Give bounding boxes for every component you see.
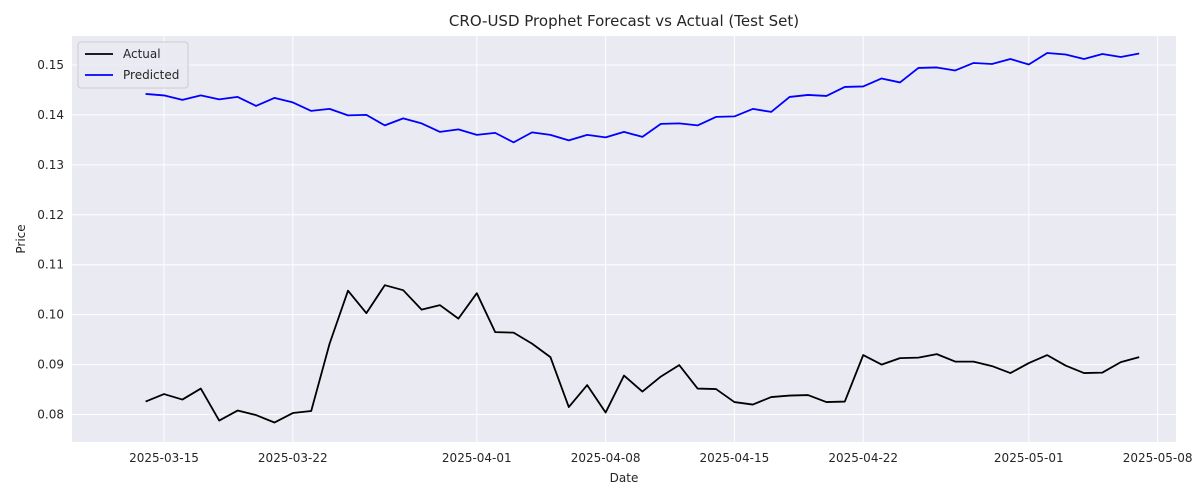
x-tick-label: 2025-04-01 — [442, 451, 512, 465]
y-tick-label: 0.11 — [37, 258, 64, 272]
x-tick-label: 2025-05-08 — [1123, 451, 1193, 465]
y-tick-label: 0.13 — [37, 158, 64, 172]
y-tick-label: 0.10 — [37, 308, 64, 322]
y-axis-label: Price — [14, 224, 28, 253]
x-tick-label: 2025-04-15 — [700, 451, 770, 465]
series-line-predicted — [145, 52, 1140, 144]
legend-label-actual: Actual — [123, 47, 161, 61]
x-axis-ticks: 2025-03-15 2025-03-22 2025-04-01 2025-04-08… — [129, 451, 1192, 465]
y-axis-ticks: 0.08 0.09 0.10 0.11 0.12 0.13 0.14 0.15 — [37, 58, 64, 422]
series-line-actual — [145, 284, 1140, 424]
y-tick-label: 0.12 — [37, 208, 64, 222]
x-axis-label: Date — [610, 471, 639, 485]
x-tick-label: 2025-04-22 — [828, 451, 898, 465]
legend: Actual Predicted — [77, 41, 189, 89]
series-layer — [145, 52, 1140, 424]
x-tick-label: 2025-03-15 — [129, 451, 199, 465]
legend-label-predicted: Predicted — [123, 68, 179, 82]
y-tick-label: 0.08 — [37, 408, 64, 422]
chart-title: CRO-USD Prophet Forecast vs Actual (Test… — [449, 12, 799, 30]
plot-background — [72, 36, 1176, 442]
x-tick-label: 2025-03-22 — [258, 451, 328, 465]
x-tick-label: 2025-04-08 — [571, 451, 641, 465]
y-tick-label: 0.09 — [37, 358, 64, 372]
x-tick-label: 2025-05-01 — [994, 451, 1064, 465]
y-tick-label: 0.15 — [37, 58, 64, 72]
y-tick-label: 0.14 — [37, 108, 64, 122]
